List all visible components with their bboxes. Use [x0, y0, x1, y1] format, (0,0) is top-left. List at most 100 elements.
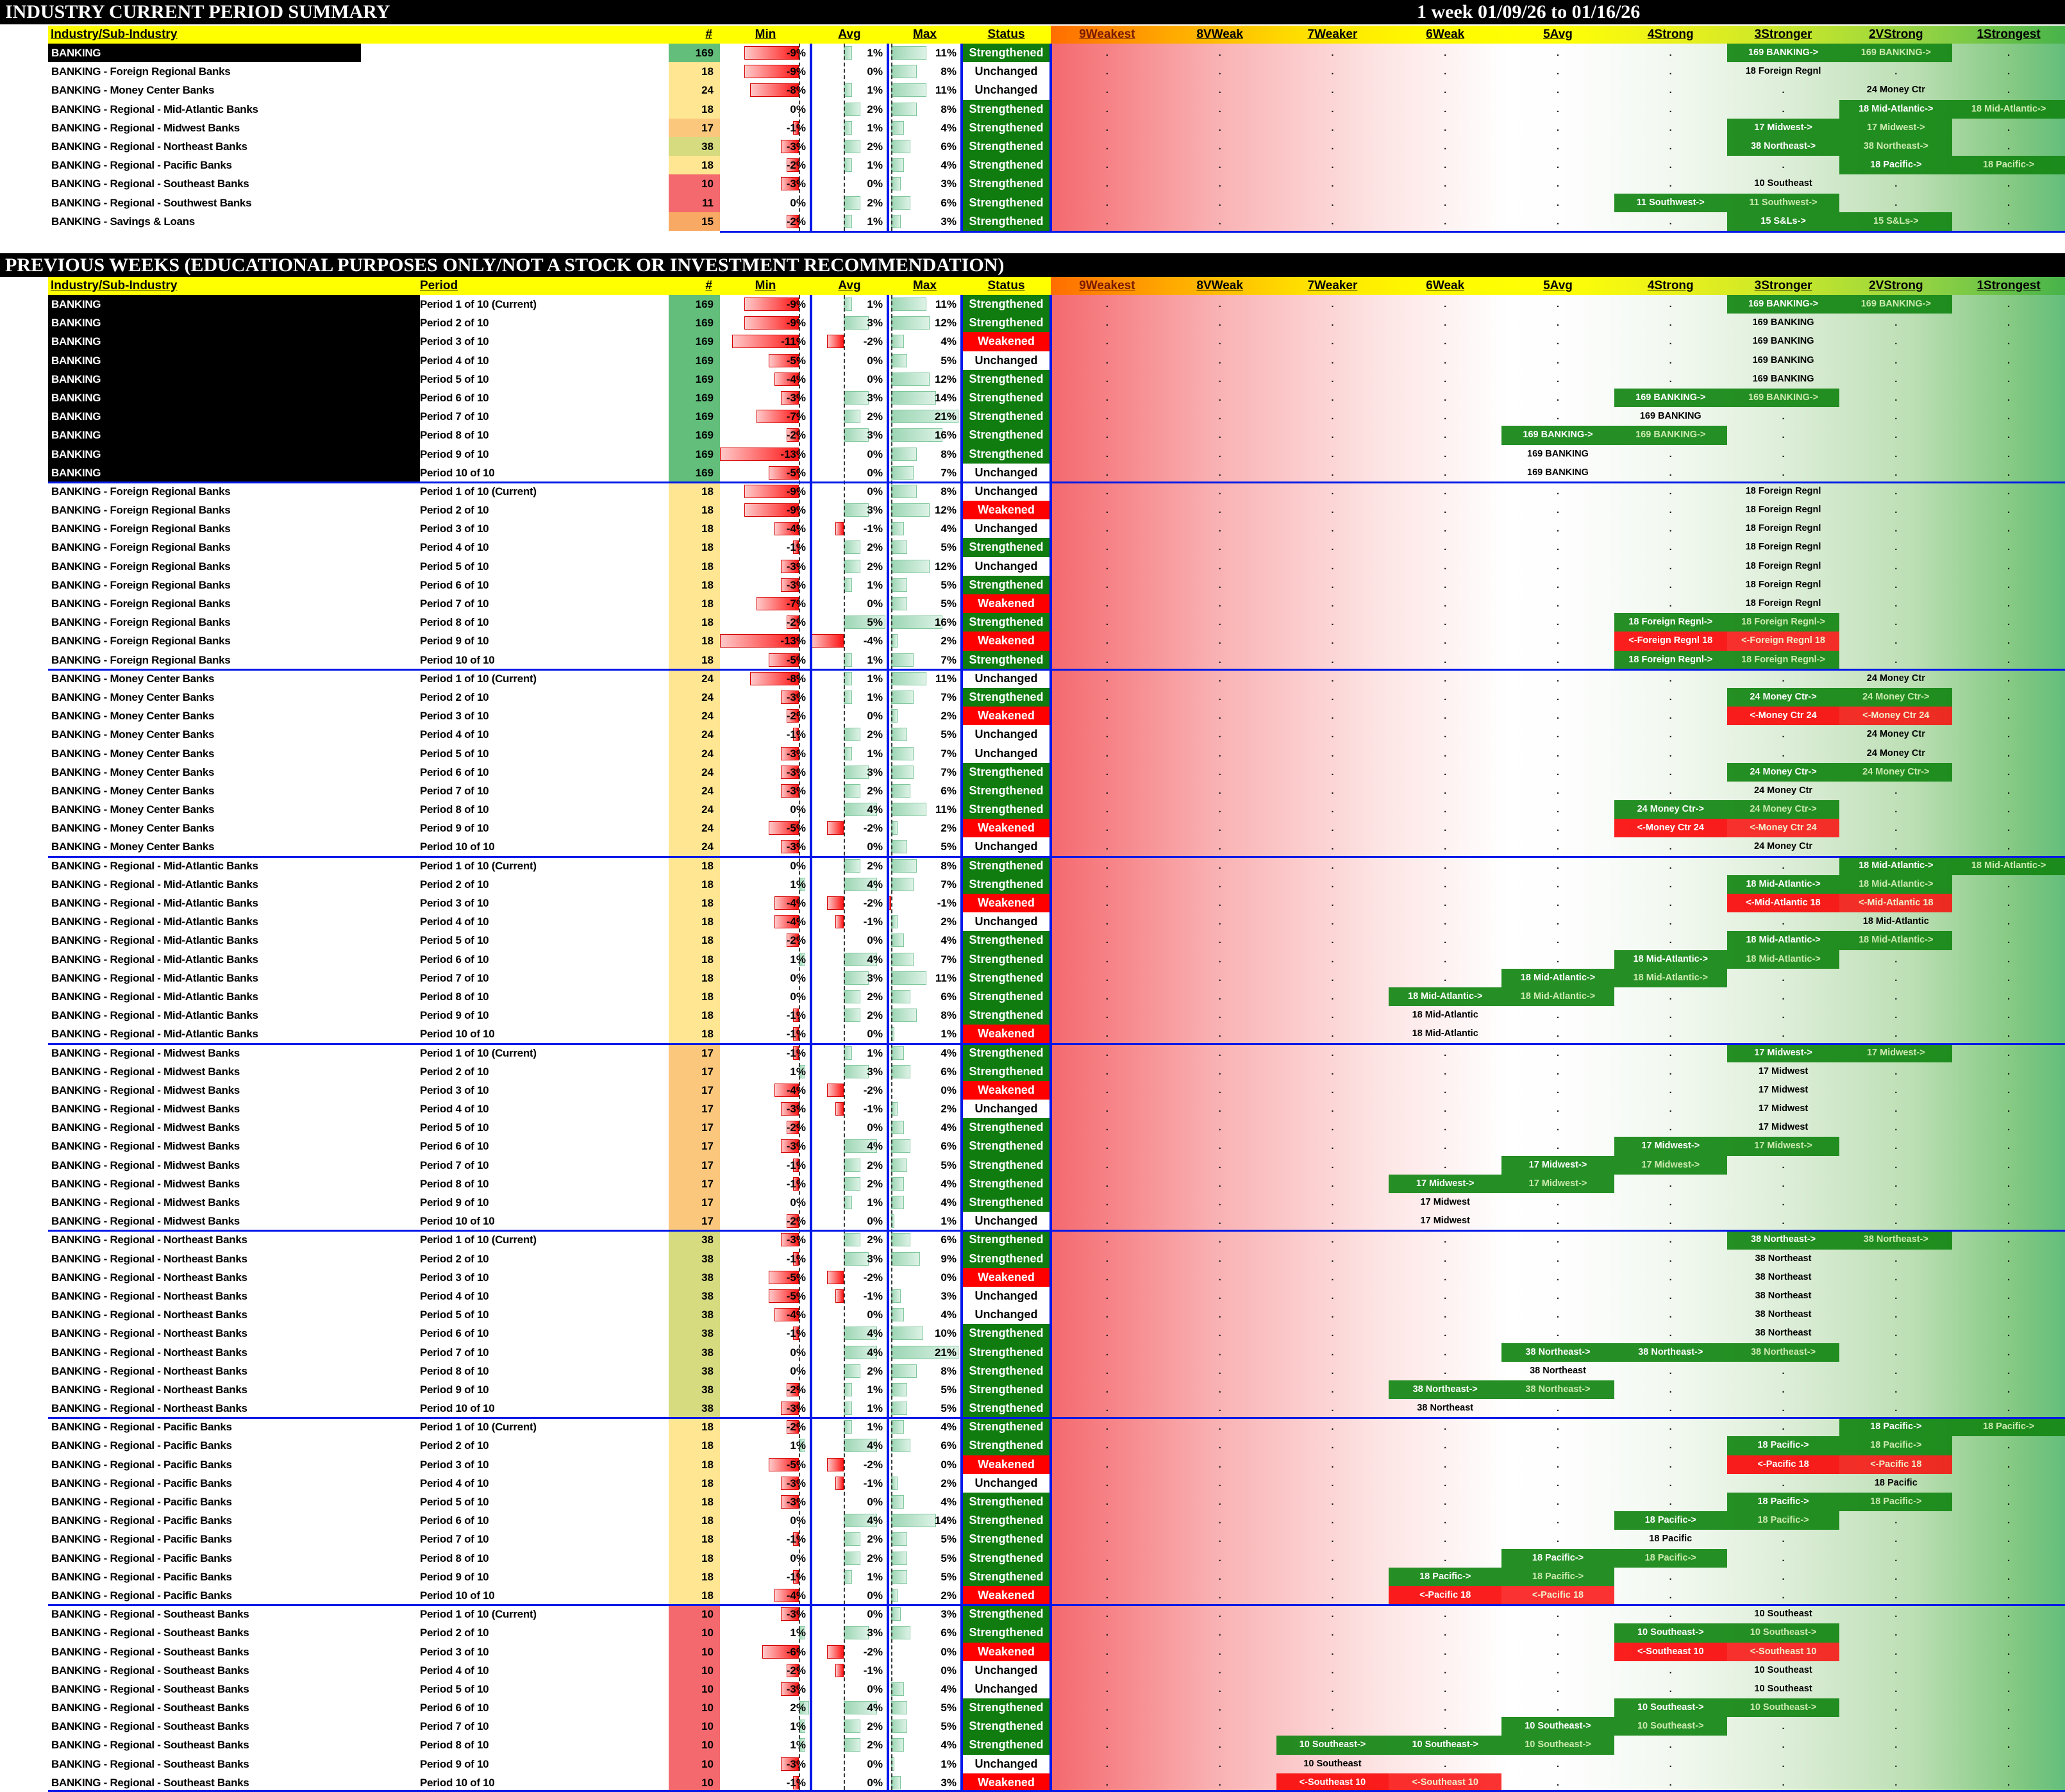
min-value[interactable]: 0%: [790, 1552, 806, 1564]
strength-mark[interactable]: 17 Midwest: [1758, 1084, 1809, 1095]
strength-empty-cell[interactable]: .: [2007, 485, 2011, 497]
strength-empty-cell[interactable]: .: [1444, 542, 1447, 553]
strength-empty-cell[interactable]: .: [1444, 411, 1447, 423]
strength-empty-cell[interactable]: .: [1444, 1627, 1447, 1639]
min-value[interactable]: -4%: [786, 373, 806, 385]
strength-mark[interactable]: 24 Money Ctr: [1866, 85, 1925, 96]
strength-empty-cell[interactable]: .: [1105, 1627, 1108, 1639]
strength-empty-cell[interactable]: .: [1105, 1346, 1108, 1358]
strength-empty-cell[interactable]: .: [1894, 1253, 1898, 1264]
strength-empty-cell[interactable]: .: [1105, 691, 1108, 703]
max-value[interactable]: 1%: [941, 1028, 957, 1041]
strength-empty-cell[interactable]: .: [1331, 729, 1334, 741]
count-cell[interactable]: 10: [669, 174, 720, 194]
strength-empty-cell[interactable]: .: [1105, 598, 1108, 609]
count-cell[interactable]: 24: [669, 800, 720, 819]
max-value[interactable]: 8%: [941, 448, 957, 460]
count-cell[interactable]: 18: [669, 1586, 720, 1605]
min-value[interactable]: -3%: [786, 1608, 806, 1621]
status-cell[interactable]: Strengthened: [962, 1118, 1051, 1137]
strength-empty-cell[interactable]: .: [1556, 1702, 1560, 1714]
strength-empty-cell[interactable]: .: [1556, 1028, 1560, 1040]
strength-empty-cell[interactable]: .: [1669, 748, 1672, 759]
status-cell[interactable]: Weakened: [962, 1025, 1051, 1044]
avg-value[interactable]: 0%: [867, 354, 883, 367]
strength-empty-cell[interactable]: .: [2007, 299, 2011, 310]
strength-empty-cell[interactable]: .: [1444, 1477, 1447, 1489]
strength-empty-cell[interactable]: .: [1669, 85, 1672, 96]
strength-empty-cell[interactable]: .: [1782, 673, 1785, 684]
strength-empty-cell[interactable]: .: [1105, 860, 1108, 871]
strength-empty-cell[interactable]: .: [1218, 373, 1221, 385]
strength-empty-cell[interactable]: .: [1894, 972, 1898, 984]
strength-empty-cell[interactable]: .: [1331, 542, 1334, 553]
strength-empty-cell[interactable]: .: [1669, 122, 1672, 133]
min-value[interactable]: -5%: [786, 466, 806, 479]
strength-empty-cell[interactable]: .: [1331, 1010, 1334, 1021]
strength-empty-cell[interactable]: .: [1556, 1664, 1560, 1676]
strength-empty-cell[interactable]: .: [1444, 1253, 1447, 1264]
header-avg[interactable]: Avg: [838, 28, 861, 41]
strength-empty-cell[interactable]: .: [1782, 1384, 1785, 1395]
strength-empty-cell[interactable]: .: [1894, 448, 1898, 460]
strength-empty-cell[interactable]: .: [1218, 1421, 1221, 1433]
max-value[interactable]: 8%: [941, 65, 957, 78]
strength-empty-cell[interactable]: .: [2007, 1571, 2011, 1582]
period-cell[interactable]: Period 7 of 10: [420, 598, 489, 610]
strength-empty-cell[interactable]: .: [1669, 860, 1672, 871]
strength-empty-cell[interactable]: .: [1218, 972, 1221, 984]
avg-value[interactable]: 1%: [867, 215, 883, 228]
strength-empty-cell[interactable]: .: [1556, 373, 1560, 385]
strength-empty-cell[interactable]: .: [2007, 373, 2011, 385]
strength-empty-cell[interactable]: .: [2007, 1253, 2011, 1264]
industry-label-cell[interactable]: BANKING - Regional - Southeast Banks: [51, 1645, 249, 1658]
strength-empty-cell[interactable]: .: [1331, 411, 1334, 423]
status-cell[interactable]: Weakened: [962, 894, 1051, 913]
status-cell[interactable]: Strengthened: [962, 1548, 1051, 1568]
status-cell[interactable]: Unchanged: [962, 1661, 1051, 1680]
period-cell[interactable]: Period 2 of 10: [420, 1439, 489, 1452]
strength-empty-cell[interactable]: .: [1782, 916, 1785, 928]
strength-empty-cell[interactable]: .: [2007, 1141, 2011, 1152]
strength-empty-cell[interactable]: .: [1894, 1739, 1898, 1751]
strength-empty-cell[interactable]: .: [1556, 1683, 1560, 1695]
industry-label-cell[interactable]: BANKING - Regional - Southeast Banks: [51, 1776, 249, 1789]
strength-empty-cell[interactable]: .: [1782, 1589, 1785, 1601]
strength-empty-cell[interactable]: .: [2007, 1178, 2011, 1189]
status-cell[interactable]: Unchanged: [962, 1473, 1051, 1493]
max-value[interactable]: 2%: [941, 822, 957, 835]
count-cell[interactable]: 18: [669, 1548, 720, 1568]
industry-label-cell[interactable]: BANKING - Foreign Regional Banks: [51, 578, 231, 591]
status-cell[interactable]: Unchanged: [962, 1305, 1051, 1325]
strength-empty-cell[interactable]: .: [1105, 785, 1108, 796]
strength-empty-cell[interactable]: .: [1556, 1103, 1560, 1115]
strength-empty-cell[interactable]: .: [2007, 1477, 2011, 1489]
avg-value[interactable]: -1%: [863, 916, 883, 928]
min-value[interactable]: -3%: [786, 1682, 806, 1695]
industry-label-cell[interactable]: BANKING - Regional - Midwest Banks: [51, 1046, 240, 1059]
avg-value[interactable]: 3%: [867, 1252, 883, 1265]
status-cell[interactable]: Unchanged: [962, 1100, 1051, 1119]
min-value[interactable]: -9%: [786, 317, 806, 330]
strength-empty-cell[interactable]: .: [1782, 1159, 1785, 1171]
strength-empty-cell[interactable]: .: [1331, 860, 1334, 871]
strength-empty-cell[interactable]: .: [1894, 1515, 1898, 1527]
status-cell[interactable]: Strengthened: [962, 44, 1051, 63]
strength-empty-cell[interactable]: .: [1218, 178, 1221, 190]
min-value[interactable]: -1%: [786, 1570, 806, 1583]
strength-empty-cell[interactable]: .: [1894, 411, 1898, 423]
status-cell[interactable]: Strengthened: [962, 1736, 1051, 1755]
min-value[interactable]: -1%: [786, 1252, 806, 1265]
strength-empty-cell[interactable]: .: [1331, 766, 1334, 778]
status-cell[interactable]: Strengthened: [962, 1230, 1051, 1250]
strength-empty-cell[interactable]: .: [1556, 1777, 1560, 1788]
strength-empty-cell[interactable]: .: [2007, 122, 2011, 133]
strength-empty-cell[interactable]: .: [1105, 1515, 1108, 1527]
strength-empty-cell[interactable]: .: [1331, 710, 1334, 722]
min-value[interactable]: 0%: [790, 1364, 806, 1377]
strength-empty-cell[interactable]: .: [1331, 804, 1334, 816]
avg-value[interactable]: 3%: [867, 971, 883, 984]
strength-empty-cell[interactable]: .: [1105, 103, 1108, 115]
strength-mark[interactable]: 38 Northeast: [1417, 1403, 1474, 1414]
period-cell[interactable]: Period 1 of 10 (Current): [420, 1421, 537, 1434]
